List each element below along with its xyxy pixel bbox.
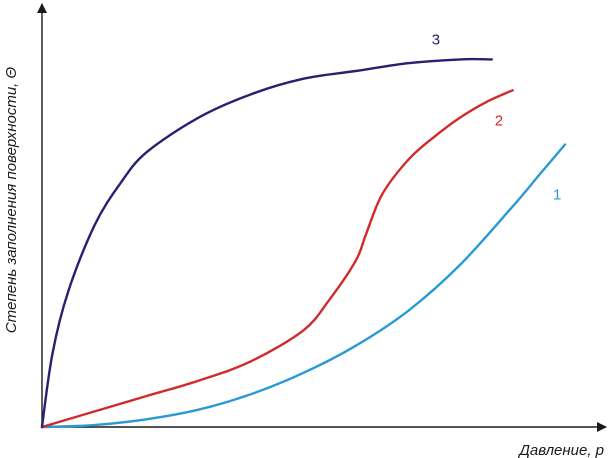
series-line-3	[40, 57, 493, 429]
series-label-2: 2	[495, 112, 503, 129]
series-label-1: 1	[553, 187, 561, 204]
series-line-1	[40, 143, 567, 429]
series-label-3: 3	[432, 31, 440, 48]
x-axis-label: Давление, p	[517, 442, 604, 458]
series-line-2	[40, 89, 514, 429]
series-group: 1 2 3	[40, 31, 567, 429]
y-axis-label: Степень заполнения поверхности, Θ	[3, 66, 20, 333]
